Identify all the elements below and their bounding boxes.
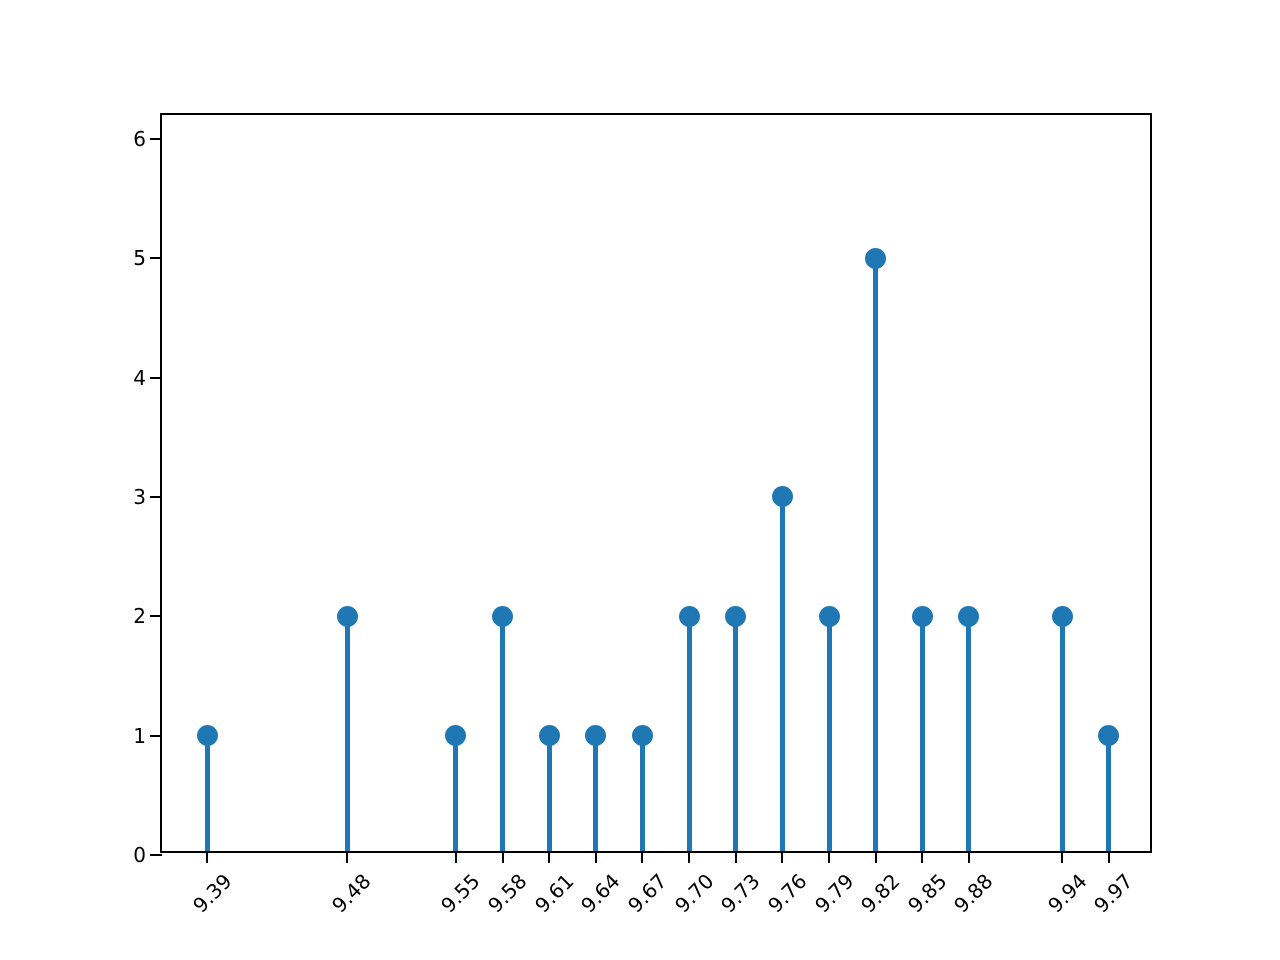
x-tick-mark [1061,851,1064,863]
stem-line [1059,612,1065,851]
stem-line [733,612,739,851]
stem-marker [336,605,358,627]
stem-line [453,731,459,851]
stem-marker [1051,605,1073,627]
stem-marker [1098,725,1120,747]
stem-line [546,731,552,851]
stem-line [826,612,832,851]
stem-marker [911,605,933,627]
stem-marker [492,605,513,627]
stem-line [873,254,879,851]
y-tick-label: 2 [133,604,146,629]
y-tick-mark [150,615,162,618]
x-tick-mark [734,851,737,863]
x-tick-mark [921,851,924,863]
stem-marker [196,725,218,747]
stem-line [966,612,972,851]
x-tick-mark [781,851,784,863]
x-tick-mark [828,851,831,863]
stem-line [919,612,925,851]
plot-area: 9.39 9.48 9.55 9.58 9.61 9.64 9.67 9.70 9.73 9.76… [133,113,1152,917]
y-tick-mark [150,376,162,379]
stem-marker [725,605,747,627]
stem-marker [818,605,840,627]
y-tick-label: 0 [133,843,146,867]
x-tick-mark [967,851,970,863]
y-tick-mark [150,495,162,498]
y-tick-mark [150,257,162,260]
y-tick-mark [150,734,162,737]
stem-line [686,612,692,851]
x-tick-mark [346,851,349,863]
stem-line [593,731,599,851]
x-tick-mark [206,851,209,863]
stem-marker [445,725,467,747]
y-tick-label: 6 [133,126,146,151]
x-tick-mark [501,851,504,863]
stem-marker [631,725,653,747]
x-tick-mark [1107,851,1110,863]
x-tick-mark [688,851,691,863]
stem-line [1106,731,1112,851]
y-tick-label: 5 [133,246,146,271]
stem-marker [538,725,560,747]
y-tick-mark [150,137,162,140]
stem-marker [678,605,700,627]
x-tick-mark [454,851,457,863]
x-tick-mark [641,851,644,863]
stem-marker [585,725,607,747]
stem-marker [958,605,980,627]
stem-line [344,612,350,851]
y-tick-label: 3 [133,484,146,509]
y-tick-label: 1 [133,723,146,748]
x-tick-mark [548,851,551,863]
y-tick-label: 4 [133,365,146,390]
stem-line [204,731,210,851]
stem-marker [865,247,887,269]
stem-line [639,731,645,851]
stem-line [500,612,505,851]
x-tick-mark [594,851,597,863]
y-tick-mark [150,854,162,856]
x-tick-mark [874,851,877,863]
stem-marker [771,486,793,508]
stem-line [779,492,785,851]
